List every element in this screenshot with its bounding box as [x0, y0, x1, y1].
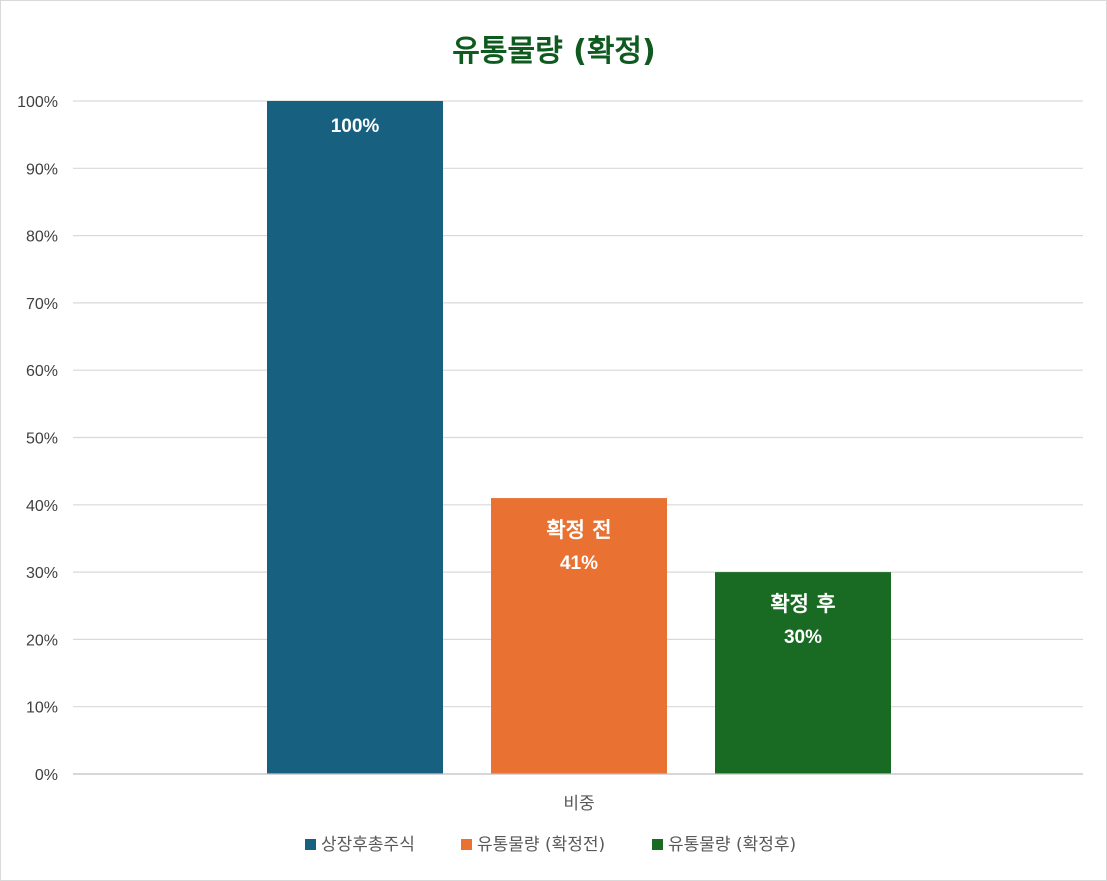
x-category-label: 비중: [563, 794, 594, 814]
y-tick-label: 40%: [26, 498, 58, 515]
legend-item-label: 상장후총주식: [321, 835, 415, 855]
y-tick-label: 70%: [26, 296, 58, 313]
y-tick-label: 10%: [26, 700, 58, 717]
bar-data-label: 확정 후: [770, 592, 835, 616]
bar-value-label: 41%: [560, 553, 598, 574]
y-tick-label: 60%: [26, 363, 58, 380]
y-tick-label: 90%: [26, 161, 58, 178]
bar-series-1: [267, 101, 443, 774]
legend-swatch: [461, 839, 472, 850]
bar-series-2: [491, 498, 667, 774]
legend-swatch: [652, 839, 663, 850]
bar-data-label: 확정 전: [546, 518, 611, 542]
legend-swatch: [305, 839, 316, 850]
bar-value-label: 30%: [784, 627, 822, 648]
y-tick-label: 0%: [35, 767, 58, 784]
legend-item-label: 유통물량 (확정후): [668, 835, 796, 855]
legend: 상장후총주식 유통물량 (확정전) 유통물량 (확정후): [305, 835, 796, 855]
y-tick-label: 50%: [26, 431, 58, 448]
y-tick-label: 80%: [26, 229, 58, 246]
gridlines: [73, 100, 1083, 708]
data-labels: 100% 확정 전 41% 확정 후 30%: [331, 116, 836, 648]
y-tick-label: 30%: [26, 565, 58, 582]
bars: [267, 101, 891, 774]
y-tick-label: 20%: [26, 632, 58, 649]
bar-value-label: 100%: [331, 116, 380, 137]
y-tick-label: 100%: [17, 94, 58, 111]
chart-title: 유통물량 (확정): [452, 34, 655, 69]
y-axis-ticks: 0% 10% 20% 30% 40% 50% 60% 70% 80% 90% 100%: [17, 94, 58, 784]
bar-series-3: [715, 572, 891, 774]
legend-item-label: 유통물량 (확정전): [477, 835, 605, 855]
